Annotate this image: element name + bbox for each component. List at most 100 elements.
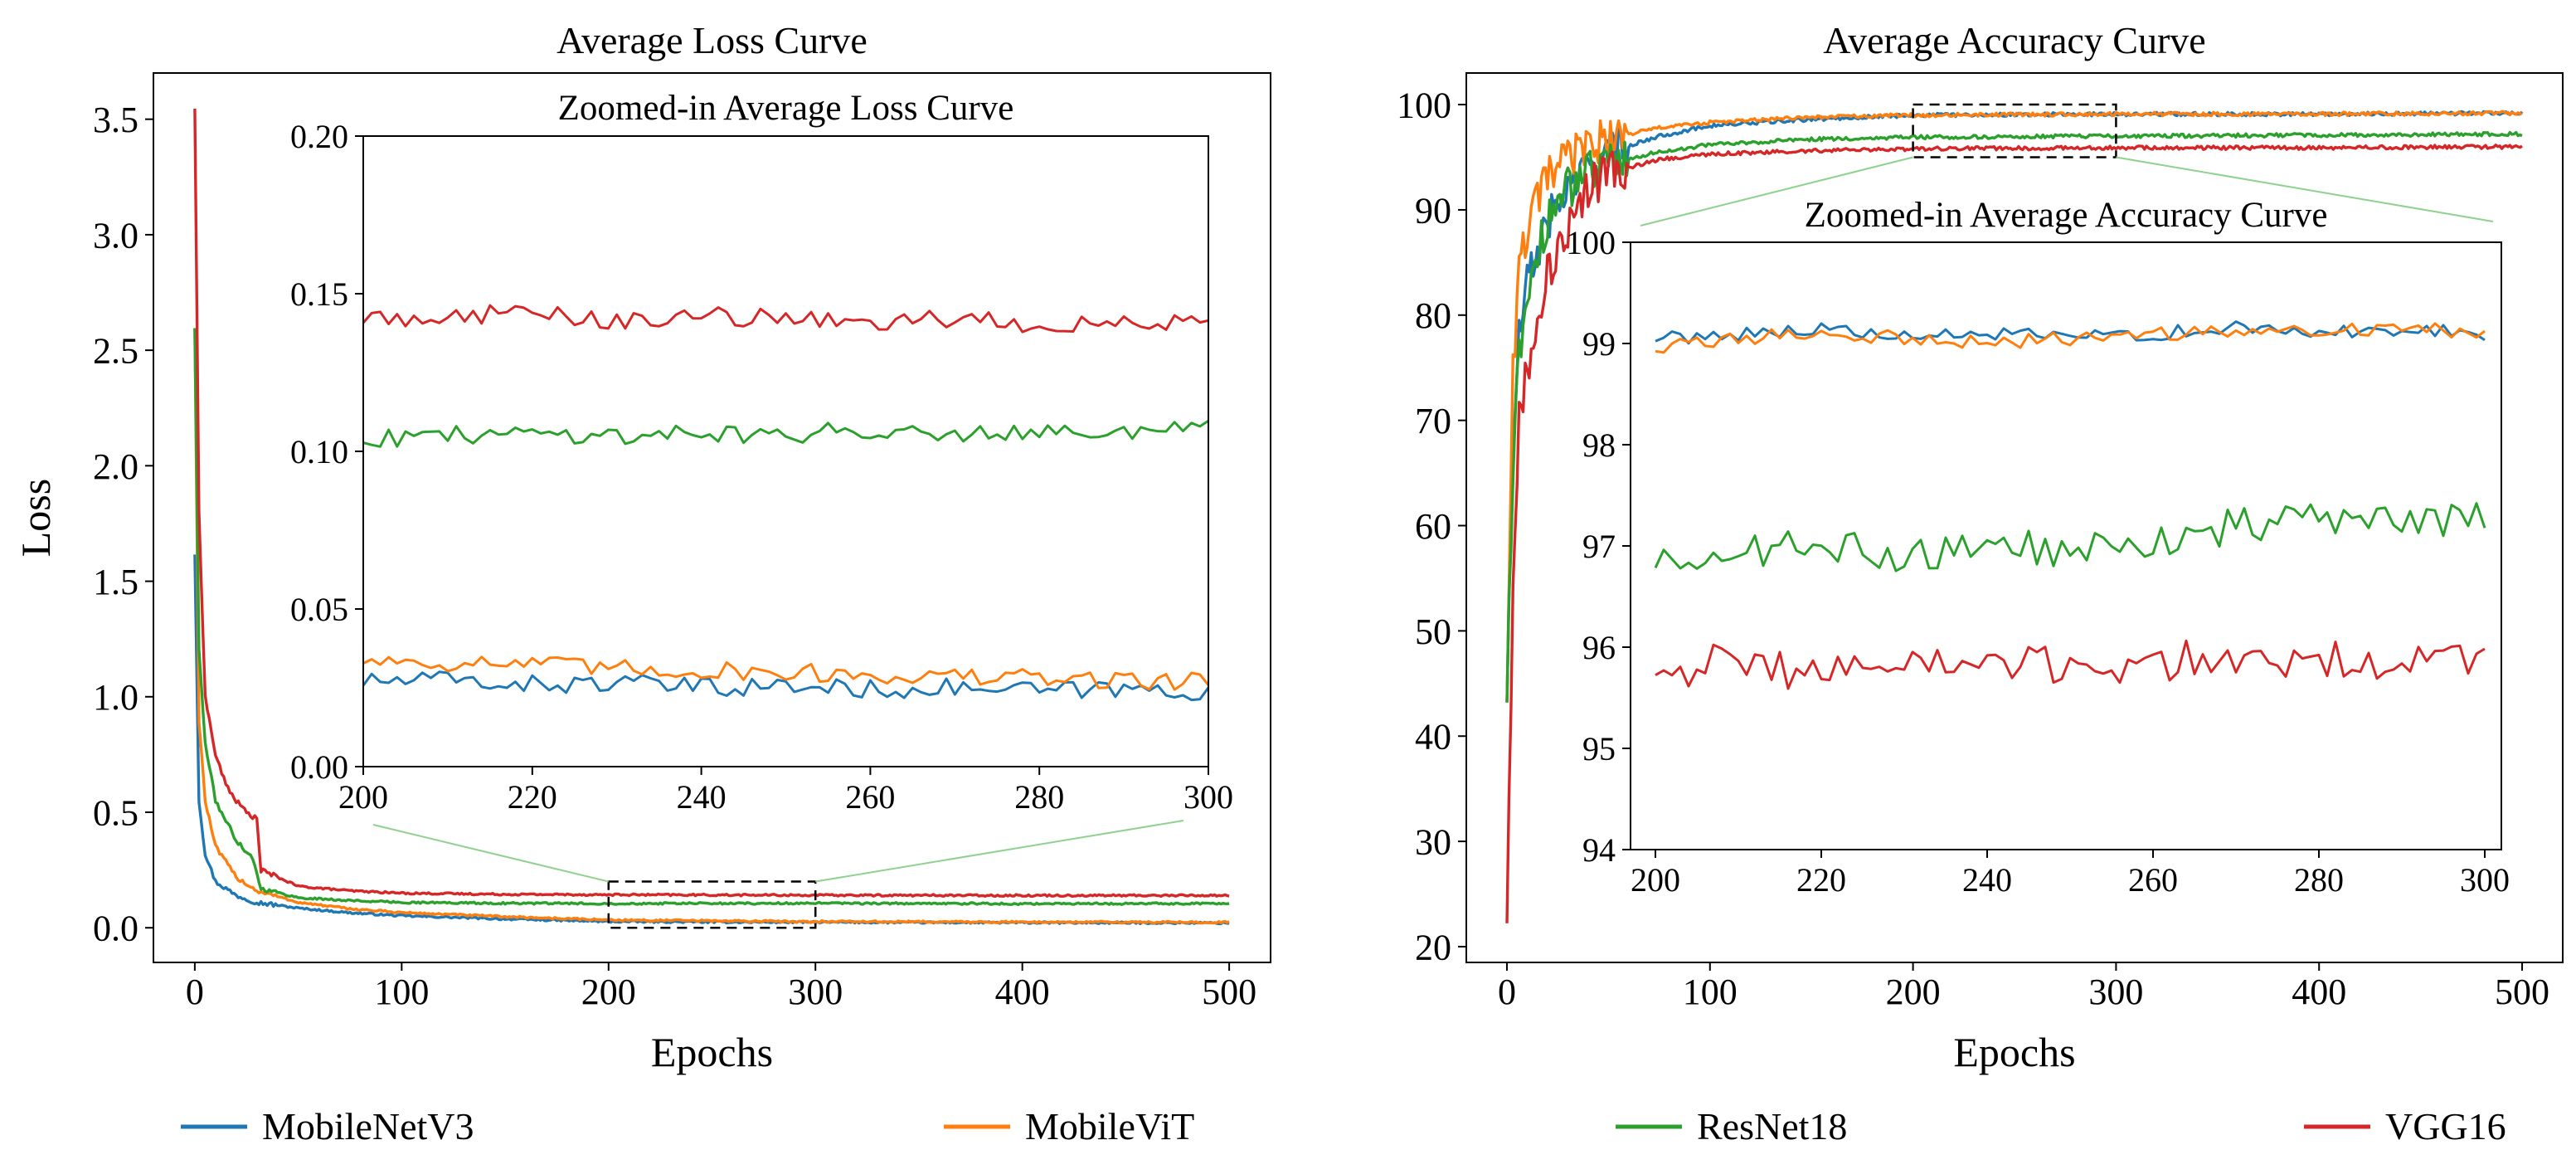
legend-label: ResNet18 — [1697, 1105, 1847, 1147]
y-tick-label: 100 — [1397, 85, 1451, 125]
x-tick-label: 280 — [2294, 861, 2344, 899]
y-tick-label: 3.5 — [93, 100, 139, 140]
legend: MobileNetV3 MobileViT ResNet18 VGG16 — [181, 1105, 2506, 1147]
panel-loss-main: 0 100 200 300 400 500 0.0 0.5 1.0 1.5 2.0 2.5 3.0 3.5… — [12, 19, 1271, 1075]
x-tick-label: 300 — [788, 972, 843, 1012]
x-axis-label: Epochs — [1953, 1029, 2075, 1075]
y-tick-label: 2.5 — [93, 331, 139, 372]
y-tick-label: 96 — [1582, 629, 1616, 666]
y-tick-label: 90 — [1415, 190, 1451, 231]
y-tick-label: 0.5 — [93, 792, 139, 833]
x-tick-label: 220 — [508, 778, 557, 816]
legend-item-mobilenetv3: MobileNetV3 — [181, 1105, 474, 1147]
x-tick-label: 220 — [1796, 861, 1846, 899]
series-group — [193, 108, 1230, 926]
chart-title: Zoomed-in Average Loss Curve — [558, 89, 1014, 128]
x-tick-label: 200 — [581, 972, 636, 1012]
panel-acc-main: 0 100 200 300 400 500 20 30 40 50 60 70 80 90 100 Avera… — [1397, 19, 2564, 1075]
y-tick-label: 80 — [1415, 295, 1451, 336]
series-line-resnet18 — [1654, 502, 2486, 572]
series-group — [1505, 110, 2524, 923]
series-line-vgg16 — [1655, 639, 2486, 690]
series-line-vgg16 — [1505, 144, 2523, 923]
x-axis-label: Epochs — [651, 1029, 773, 1075]
y-tick-label: 95 — [1582, 730, 1616, 767]
axes-frame — [153, 72, 1271, 963]
legend-label: MobileViT — [1025, 1105, 1194, 1147]
series-line-vgg16 — [363, 304, 1208, 334]
x-tick-label: 0 — [1498, 972, 1516, 1012]
y-tick-label: 2.0 — [93, 446, 139, 487]
y-tick-label: 94 — [1582, 831, 1616, 869]
x-tick-label: 200 — [338, 778, 388, 816]
legend-item-mobilevit: MobileViT — [944, 1105, 1194, 1147]
x-tick-label: 300 — [2460, 861, 2510, 899]
zoom-box — [1912, 103, 2117, 158]
x-tick-label: 260 — [845, 778, 895, 816]
axes-frame — [1465, 72, 2564, 963]
y-tick-label: 100 — [1566, 224, 1616, 261]
chart-title: Average Loss Curve — [557, 19, 868, 61]
y-tick-label: 0.00 — [290, 748, 348, 786]
y-tick-label: 0.20 — [290, 118, 348, 155]
y-tick-label: 97 — [1582, 528, 1616, 565]
series-line-resnet18 — [363, 419, 1208, 448]
x-tick-label: 200 — [1631, 861, 1680, 899]
x-tick-label: 400 — [2292, 972, 2346, 1012]
series-line-mobilevit — [193, 328, 1230, 925]
y-tick-label: 30 — [1415, 822, 1451, 863]
x-tick-label: 260 — [2128, 861, 2178, 899]
y-tick-label: 50 — [1415, 611, 1451, 652]
panel-acc-inset: 200 220 240 260 280 300 94 95 96 97 98 99 100 Zoomed-… — [1566, 196, 2510, 899]
y-tick-label: 3.0 — [93, 215, 139, 256]
legend-label: VGG16 — [2385, 1105, 2506, 1147]
y-tick-label: 1.0 — [93, 677, 139, 718]
y-tick-label: 0.10 — [290, 433, 348, 470]
series-line-mobilenetv3 — [363, 670, 1208, 702]
x-tick-label: 100 — [374, 972, 429, 1012]
x-tick-label: 400 — [995, 972, 1050, 1012]
series-line-resnet18 — [1505, 130, 2523, 703]
series-line-vgg16 — [193, 108, 1230, 899]
zoom-connector — [815, 820, 1184, 883]
x-tick-label: 0 — [186, 972, 204, 1012]
legend-label: MobileNetV3 — [262, 1105, 474, 1147]
y-tick-label: 40 — [1415, 717, 1451, 757]
series-line-mobilevit — [1505, 110, 2523, 703]
series-line-resnet18 — [193, 328, 1230, 907]
x-tick-label: 500 — [1202, 972, 1256, 1012]
x-tick-label: 300 — [1184, 778, 1233, 816]
y-tick-label: 20 — [1415, 927, 1451, 967]
series-group — [363, 304, 1208, 702]
y-tick-label: 98 — [1582, 426, 1616, 464]
zoom-connector — [2116, 156, 2494, 222]
legend-item-vgg16: VGG16 — [2304, 1105, 2506, 1147]
y-axis-label: Loss — [12, 479, 59, 557]
zoom-box — [607, 880, 817, 929]
chart-title: Average Accuracy Curve — [1823, 19, 2205, 61]
x-tick-label: 280 — [1014, 778, 1064, 816]
x-tick-label: 240 — [1962, 861, 2012, 899]
panel-loss-inset: 200 220 240 260 280 300 0.00 0.05 0.10 0.15 0.20 Zo… — [290, 89, 1233, 816]
series-line-mobilevit — [363, 655, 1208, 691]
series-line-mobilevit — [1655, 322, 2486, 354]
chart-title: Zoomed-in Average Accuracy Curve — [1805, 196, 2328, 235]
zoom-connector — [1640, 156, 1913, 227]
y-tick-label: 0.15 — [290, 275, 348, 313]
x-tick-label: 240 — [677, 778, 727, 816]
y-tick-label: 60 — [1415, 506, 1451, 547]
legend-item-resnet18: ResNet18 — [1616, 1105, 1847, 1147]
inset-background — [363, 136, 1208, 767]
y-tick-label: 70 — [1415, 401, 1451, 441]
x-tick-label: 200 — [1886, 972, 1941, 1012]
x-tick-label: 100 — [1683, 972, 1738, 1012]
x-tick-label: 300 — [2088, 972, 2143, 1012]
y-tick-label: 99 — [1582, 325, 1616, 363]
series-group — [1654, 320, 2486, 690]
x-tick-label: 500 — [2495, 972, 2549, 1012]
y-tick-label: 1.5 — [93, 562, 139, 602]
y-tick-label: 0.05 — [290, 591, 348, 628]
zoom-connector — [372, 824, 610, 883]
y-tick-label: 0.0 — [93, 909, 139, 949]
